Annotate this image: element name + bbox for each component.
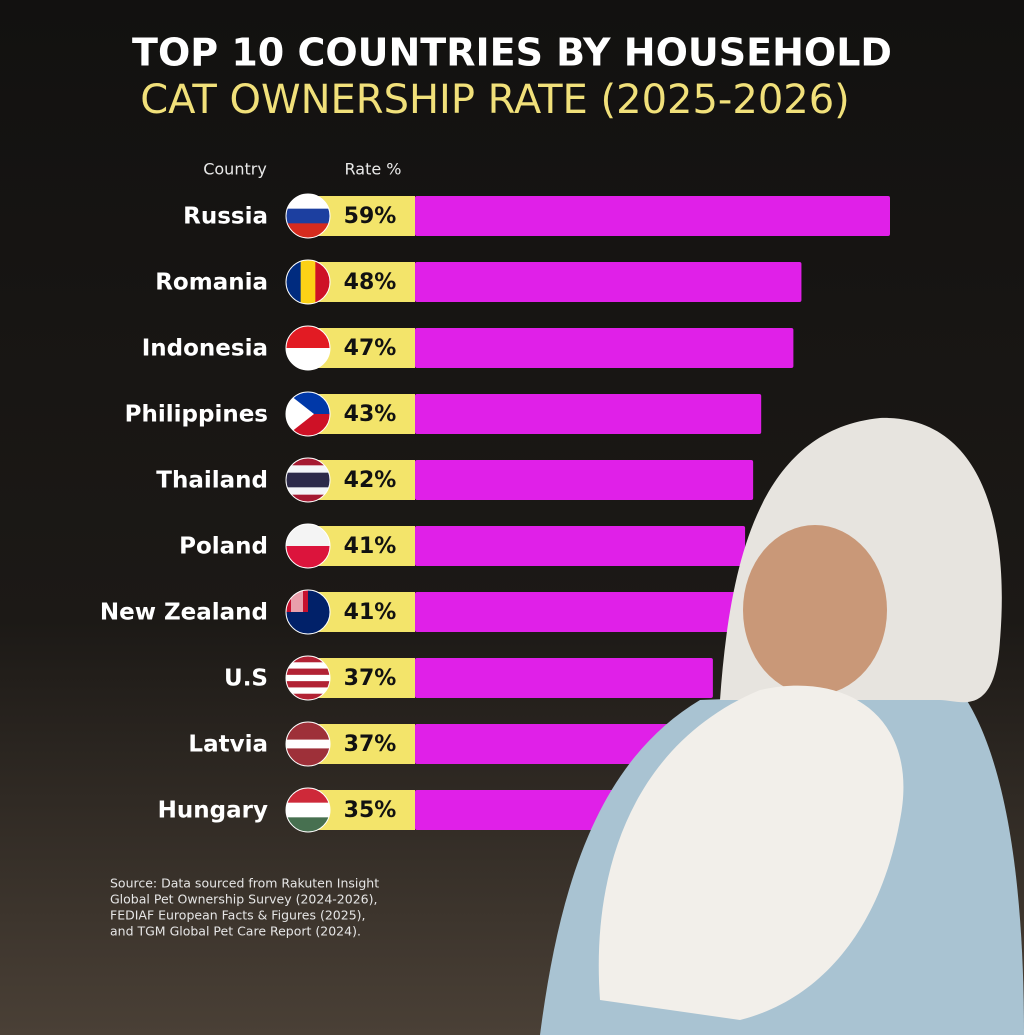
- bar: [415, 262, 802, 302]
- flag-stripe: [286, 802, 330, 818]
- flag-border: [285, 193, 331, 239]
- flag-stripe: [286, 208, 330, 224]
- value-label: 59%: [344, 204, 397, 229]
- country-label: Thailand: [156, 468, 268, 494]
- country-label: Indonesia: [142, 336, 268, 362]
- country-label: Russia: [183, 204, 268, 230]
- flag: [286, 392, 330, 436]
- chart-subtitle: CAT OWNERSHIP RATE (2025-2026): [140, 77, 850, 123]
- flag-stripe: [286, 674, 330, 682]
- flag-stripe: [286, 722, 330, 732]
- flag-stripe: [286, 668, 330, 676]
- bars: Russia 59% Romania 48% Indonesia 47% Philippin…: [100, 193, 890, 833]
- flag: [286, 260, 330, 304]
- flag-border: [285, 655, 331, 701]
- country-label: Latvia: [188, 732, 268, 758]
- country-label: Poland: [179, 534, 268, 560]
- flag-stripe: [286, 788, 330, 804]
- value-label: 35%: [344, 798, 397, 823]
- value-label: 41%: [344, 600, 397, 625]
- bar: [415, 196, 890, 236]
- flag-stripe: [286, 546, 330, 568]
- country-label: Philippines: [125, 402, 268, 428]
- flag-stripe: [286, 656, 330, 663]
- country-label: Romania: [155, 270, 268, 296]
- flag-border: [285, 589, 331, 635]
- flag: [286, 722, 330, 766]
- chart-title: TOP 10 COUNTRIES BY HOUSEHOLD: [132, 31, 892, 75]
- flag-border: [285, 391, 331, 437]
- flag-stripe: [286, 748, 330, 758]
- value-label: 37%: [344, 732, 397, 757]
- source-line: Source: Data sourced from Rakuten Insigh…: [110, 876, 379, 891]
- flag-border: [285, 457, 331, 503]
- value-label: 41%: [344, 534, 397, 559]
- country-label: New Zealand: [100, 600, 268, 626]
- source-line: FEDIAF European Facts & Figures (2025),: [110, 908, 366, 923]
- flag-stripe: [286, 687, 330, 695]
- category-header: Country: [203, 160, 267, 179]
- flag-stripe: [286, 465, 330, 474]
- value-header: Rate %: [345, 160, 402, 179]
- flag-stripe: [286, 739, 330, 749]
- value-label: 42%: [344, 468, 397, 493]
- flag-stripe: [286, 348, 330, 370]
- face: [743, 525, 887, 695]
- photo: [540, 417, 1024, 1035]
- flag: [286, 524, 330, 568]
- flag-border: [285, 787, 331, 833]
- flag: [286, 326, 330, 370]
- flag-stripe: [286, 480, 330, 488]
- flag: [286, 788, 330, 832]
- flag-stripe: [315, 260, 330, 304]
- flag-stripe: [286, 817, 330, 832]
- flag-stripe: [286, 326, 330, 349]
- flag: [286, 656, 330, 700]
- value-label: 47%: [344, 336, 397, 361]
- flag: [286, 194, 330, 238]
- flag-border: [285, 523, 331, 569]
- flag-stripe: [286, 693, 330, 700]
- flag-border: [285, 721, 331, 767]
- flag-triangle: [286, 392, 314, 436]
- value-label: 37%: [344, 666, 397, 691]
- source-line: and TGM Global Pet Care Report (2024).: [110, 924, 361, 939]
- bar: [415, 526, 746, 566]
- flag-stripe: [286, 757, 330, 766]
- flag-stripe: [286, 524, 330, 547]
- flag: [286, 458, 330, 502]
- flag-stripe: [286, 487, 330, 496]
- value-label: 48%: [344, 270, 397, 295]
- country-label: U.S: [224, 666, 268, 692]
- flag-stripe: [286, 260, 302, 304]
- bar: [415, 394, 762, 434]
- bar: [415, 460, 754, 500]
- bar: [415, 592, 746, 632]
- source: Source: Data sourced from Rakuten Insigh…: [110, 876, 379, 939]
- flag-border: [285, 325, 331, 371]
- flag-stripe: [286, 681, 330, 688]
- bar: [415, 658, 713, 698]
- flag-stripe: [286, 662, 330, 670]
- flag-stripe: [286, 194, 330, 210]
- cat: [598, 685, 904, 1020]
- value-label: 43%: [344, 402, 397, 427]
- bar: [415, 328, 794, 368]
- flag-stripe: [286, 494, 330, 502]
- flag-stripe: [300, 260, 316, 304]
- flag-stripe: [286, 472, 330, 481]
- flag-stripe: [286, 223, 330, 238]
- country-label: Hungary: [158, 798, 268, 824]
- source-line: Global Pet Ownership Survey (2024-2026),: [110, 892, 377, 907]
- flag-stripe: [286, 458, 330, 466]
- flag-stripe: [286, 730, 330, 741]
- flag-border: [285, 259, 331, 305]
